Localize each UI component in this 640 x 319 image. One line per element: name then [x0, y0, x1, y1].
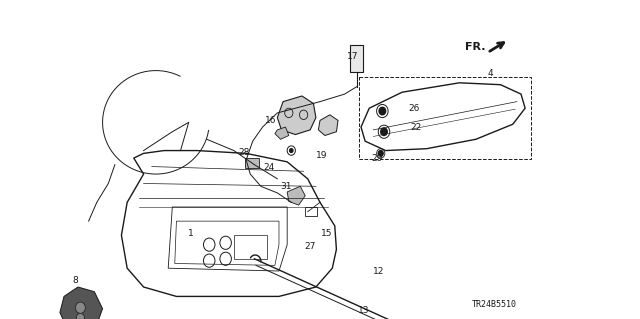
Bar	[234, 235, 267, 259]
Text: 26: 26	[409, 104, 420, 113]
Text: 17: 17	[347, 52, 358, 61]
Circle shape	[290, 149, 293, 152]
Circle shape	[378, 151, 383, 156]
Text: 1: 1	[188, 229, 194, 238]
Text: FR.: FR.	[465, 42, 486, 52]
Text: TR24B5510: TR24B5510	[472, 300, 517, 309]
Polygon shape	[318, 115, 338, 136]
Text: 24: 24	[264, 163, 275, 172]
Text: 16: 16	[265, 116, 276, 125]
Circle shape	[379, 107, 386, 115]
Text: 19: 19	[316, 151, 328, 160]
Text: 15: 15	[321, 229, 332, 238]
Text: 12: 12	[373, 266, 385, 276]
Text: 29: 29	[372, 153, 383, 163]
Polygon shape	[275, 127, 289, 139]
Text: 4: 4	[488, 69, 493, 78]
Circle shape	[76, 313, 84, 319]
Text: 31: 31	[280, 182, 291, 191]
Text: 27: 27	[305, 242, 316, 251]
Bar	[244, 158, 259, 168]
Text: 13: 13	[358, 306, 369, 315]
Polygon shape	[60, 287, 102, 319]
Circle shape	[76, 302, 85, 313]
Bar	[350, 45, 364, 71]
Bar	[305, 207, 317, 216]
Text: 8: 8	[72, 276, 78, 285]
Circle shape	[381, 128, 387, 136]
Polygon shape	[287, 186, 305, 205]
Text: 22: 22	[410, 122, 422, 131]
Polygon shape	[277, 96, 316, 135]
Text: 28: 28	[239, 148, 250, 157]
